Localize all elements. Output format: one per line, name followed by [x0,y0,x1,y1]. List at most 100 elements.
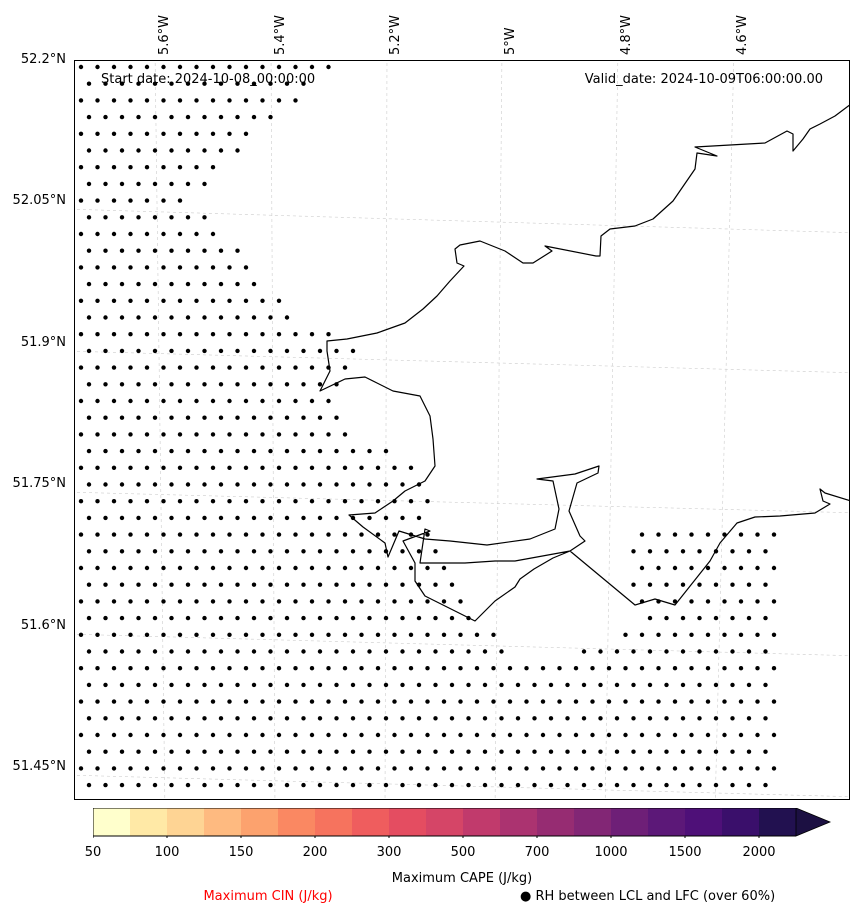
rh-marker-dot [103,81,108,86]
rh-marker-dot [78,298,84,303]
rh-marker-dot [449,782,455,788]
rh-marker-dot [78,699,84,704]
rh-marker-dot [276,599,282,604]
rh-marker-dot [128,398,133,404]
rh-marker-dot [86,649,92,654]
colorbar-segment [204,808,242,836]
rh-marker-dot [301,682,306,688]
rh-marker-dot [293,699,298,704]
rh-marker-dot [334,782,339,788]
rh-marker-dot [202,482,207,487]
rh-marker-dot [202,549,207,554]
rh-marker-dot [425,565,430,571]
rh-marker-dot [383,482,389,487]
rh-marker-dot [474,666,480,671]
rh-marker-dot [202,649,207,654]
rh-marker-dot [218,782,224,788]
rh-marker-dot [276,565,282,571]
rh-marker-dot [103,114,108,120]
rh-marker-dot [235,782,240,788]
rh-marker-dot [152,81,158,86]
rh-marker-dot [227,766,232,771]
rh-marker-dot [152,582,158,587]
rh-marker-dot [367,448,372,454]
rh-marker-dot [251,649,257,654]
rh-marker-dot [103,215,108,220]
rh-marker-dot [623,632,628,637]
rh-marker-dot [161,332,166,337]
rh-marker-dot [647,716,653,721]
rh-marker-dot [722,699,727,704]
rh-marker-dot [334,482,339,487]
rh-marker-dot [441,632,447,637]
rh-marker-dot [144,332,150,337]
rh-marker-dot [680,582,686,587]
rh-marker-dot [260,632,265,637]
rh-marker-dot [697,782,702,788]
colorbar-tick-label: 300 [376,845,402,860]
rh-marker-dot [185,348,191,354]
rh-marker-dot [103,415,108,420]
rh-marker-dot [680,549,686,554]
rh-marker-dot [400,482,405,487]
rh-marker-dot [408,465,414,470]
rh-marker-dot [218,81,224,86]
rh-marker-dot [161,432,166,437]
rh-marker-dot [375,565,381,571]
rh-marker-dot [458,732,463,738]
rh-marker-dot [548,782,554,788]
rh-marker-dot [210,98,216,103]
rh-marker-dot [392,532,397,537]
rh-marker-dot [144,131,150,136]
rh-marker-dot [218,281,224,287]
rh-marker-dot [400,582,405,587]
rh-marker-dot [301,515,306,521]
rh-marker-dot [540,732,546,738]
rh-marker-dot [95,64,100,70]
rh-marker-dot [218,515,224,521]
rh-marker-dot [284,348,290,354]
rh-marker-dot [425,732,430,738]
colorbar-segment [759,808,797,836]
rh-marker-dot [243,432,249,437]
rh-marker-dot [647,549,653,554]
rh-marker-dot [128,332,133,337]
rh-marker-dot [342,499,348,504]
rh-marker-dot [359,632,364,637]
rh-marker-dot [507,699,513,704]
rh-marker-dot [111,465,117,470]
rh-marker-dot [161,499,166,504]
rh-marker-dot [771,699,777,704]
rh-marker-dot [606,666,612,671]
rh-marker-dot [367,615,372,621]
rh-marker-dot [697,549,702,554]
rh-marker-dot [466,716,471,721]
rh-marker-dot [152,315,158,320]
rh-marker-dot [375,499,381,504]
rh-marker-dot [326,699,331,704]
rh-marker-dot [202,148,207,153]
rh-marker-dot [309,432,315,437]
rh-marker-dot [86,114,92,120]
rh-marker-dot [334,716,339,721]
rh-legend: ● RH between LCL and LFC (over 60%) [520,889,775,904]
rh-marker-dot [202,315,207,320]
rh-marker-dot [466,682,471,688]
rh-marker-dot [383,582,389,587]
rh-marker-dot [227,131,232,136]
rh-marker-dot [309,398,315,404]
rh-marker-dot [136,148,141,153]
rh-marker-dot [342,666,348,671]
rh-marker-dot [95,632,100,637]
colorbar-tick-label: 700 [524,845,550,860]
rh-marker-dot [103,348,108,354]
colorbar-label: Maximum CAPE (J/kg) [391,871,533,886]
rh-marker-dot [548,716,554,721]
rh-marker-dot [771,599,777,604]
rh-marker-dot [771,666,777,671]
rh-marker-dot [227,599,232,604]
rh-marker-dot [136,315,141,320]
rh-marker-dot [317,749,323,754]
colorbar-segment [278,808,316,836]
rh-marker-dot [532,749,537,754]
